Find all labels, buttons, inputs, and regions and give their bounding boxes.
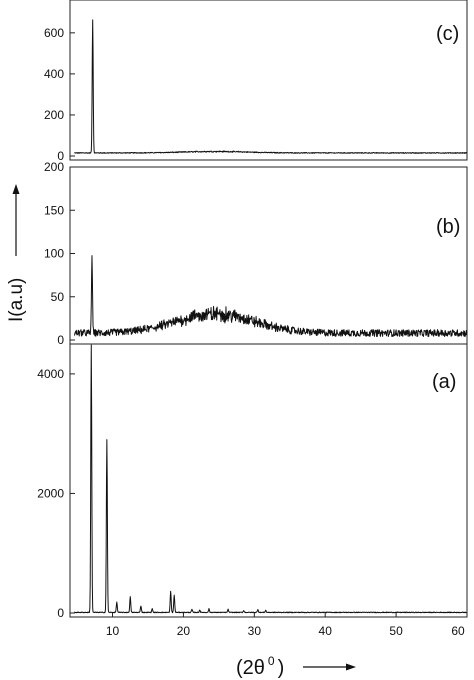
panel-b-label: (b) [436,216,460,238]
x-tick-label: 20 [177,624,191,638]
x-tick-label: 60 [451,624,465,638]
panel-a-y-tick-label: 2000 [37,486,64,500]
y-axis-label: I(a.u) [6,278,27,322]
panel-c-y-ticks: 0 200 400 600 [44,26,75,163]
panel-b-y-ticks: 0 50 100 150 200 [44,160,75,347]
panel-c-trace [74,19,468,154]
panel-a: 0 2000 4000 10 20 30 40 50 60 (a) [37,343,468,638]
panel-a-trace [74,344,468,614]
panel-c-label: (c) [436,23,459,45]
x-axis-label-close: ) [278,657,285,679]
x-axis-arrow-head [346,663,356,671]
panel-c-y-tick-label: 600 [44,26,64,40]
panel-b-y-tick-label: 0 [57,333,64,347]
x-axis-ticks: 10 20 30 40 50 60 [106,612,468,638]
x-axis-title: (2θ 0) [236,654,356,679]
panel-a-frame [69,343,468,618]
x-axis-label: (2θ 0) [236,654,284,679]
panel-a-y-tick-label: 0 [57,606,64,620]
y-axis-arrow-head [12,184,20,194]
panel-b-trace [73,255,468,338]
panel-c-y-tick-label: 0 [57,149,64,163]
panel-b-y-tick-label: 150 [44,203,64,217]
panel-c-y-tick-label: 400 [44,67,64,81]
panel-a-label: (a) [432,371,456,393]
panel-b-y-tick-label: 50 [51,290,65,304]
panel-c-y-tick-label: 200 [44,108,64,122]
panel-c-frame [69,0,468,161]
x-tick-label: 30 [248,624,262,638]
panel-a-y-ticks: 0 2000 4000 [37,367,75,620]
y-axis-title: I(a.u) [6,184,27,322]
panel-b-y-tick-label: 100 [44,247,64,261]
x-axis-label-sup: 0 [268,654,275,668]
panel-a-y-tick-label: 4000 [37,367,64,381]
panel-b-frame [69,166,468,345]
panel-c: 0 200 400 600 (c) [44,0,468,163]
x-tick-label: 10 [106,624,120,638]
panel-b-y-tick-label: 200 [44,160,64,174]
panel-b: 0 50 100 150 200 (b) [44,160,468,347]
x-axis-label-base: (2θ [236,657,265,679]
x-tick-label: 50 [389,624,403,638]
x-tick-label: 40 [319,624,333,638]
